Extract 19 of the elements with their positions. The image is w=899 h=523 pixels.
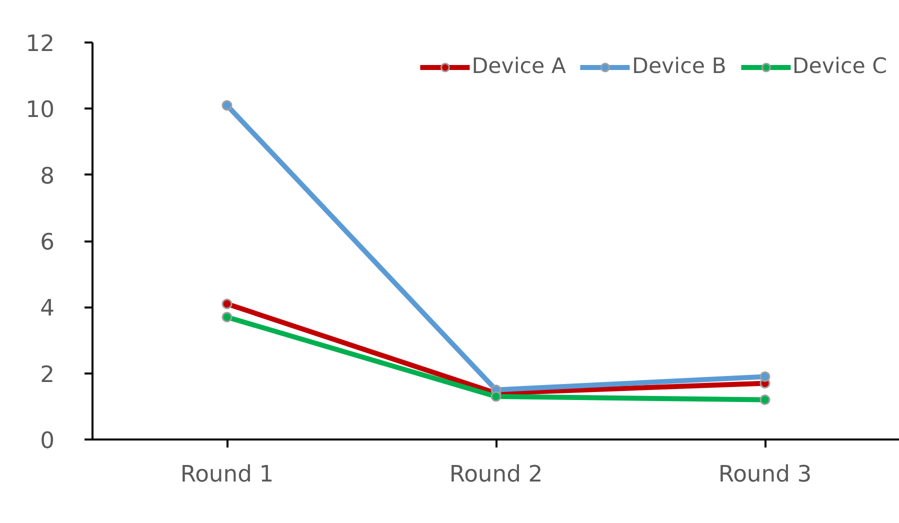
- y-tick-label: 6: [40, 230, 55, 256]
- point: [222, 100, 232, 111]
- legend-label: Device B: [632, 54, 726, 79]
- y-tick-label: 10: [26, 97, 55, 124]
- y-tick-label: 4: [40, 296, 55, 322]
- x-tick-label: Round 2: [449, 462, 543, 488]
- legend-label: Device C: [792, 54, 887, 79]
- y-tick-label: 12: [26, 31, 55, 57]
- y-tick-label: 2: [40, 362, 55, 388]
- x-tick-label: Round 1: [180, 462, 274, 488]
- y-tick-label: 8: [40, 163, 55, 190]
- point: [760, 371, 770, 382]
- x-tick-label: Round 3: [718, 462, 812, 488]
- legend-label: Device A: [472, 54, 566, 79]
- point: [222, 312, 232, 322]
- y-tick-label: 0: [40, 428, 55, 454]
- point: [222, 298, 232, 310]
- point: [760, 394, 770, 406]
- point: [490, 391, 502, 402]
